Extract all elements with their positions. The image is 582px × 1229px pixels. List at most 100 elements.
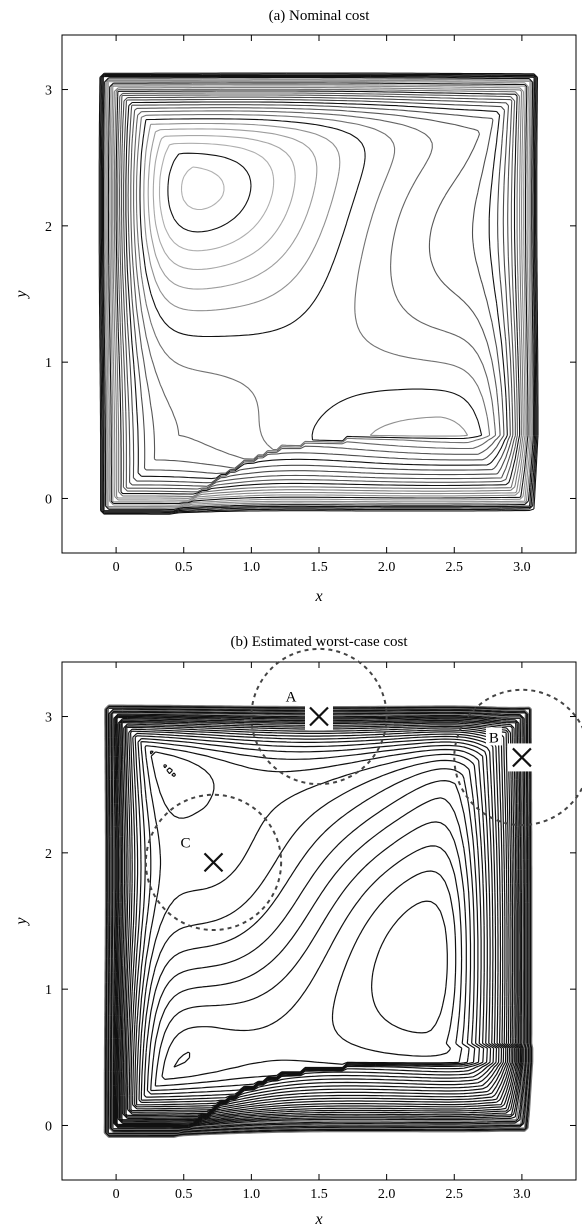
contour-line — [109, 83, 527, 503]
contour-line — [161, 845, 463, 1080]
contour-line — [167, 152, 252, 233]
contour-line — [111, 712, 526, 1131]
x-marker — [203, 852, 224, 873]
contour-line — [108, 709, 528, 1134]
contour-line — [104, 78, 533, 509]
contour-lines — [103, 704, 534, 1138]
y-tick-label: 1 — [45, 983, 52, 998]
contour-line — [123, 98, 511, 484]
radius-circle — [453, 688, 582, 827]
contour-line — [130, 107, 501, 469]
contour-line — [147, 128, 318, 290]
chart-title: (b) Estimated worst-case cost — [230, 634, 408, 650]
y-tick-label: 0 — [45, 492, 52, 507]
contour-lines — [98, 72, 539, 515]
y-tick-label: 3 — [45, 84, 52, 99]
contour-line — [121, 723, 514, 1121]
x-tick-label: 2.0 — [378, 1187, 396, 1202]
contour-line — [105, 79, 532, 508]
contour-line — [102, 76, 534, 510]
x-tick-label: 1.0 — [243, 1187, 261, 1202]
contour-line — [154, 821, 470, 1087]
x-tick-label: 0.5 — [175, 1187, 193, 1202]
radius-circle — [144, 793, 283, 932]
y-tick-label: 2 — [45, 220, 52, 235]
x-axis-label: x — [314, 588, 322, 605]
contour-line — [152, 135, 296, 271]
contour-line — [122, 725, 512, 1119]
contour-line — [125, 101, 508, 480]
contour-line — [104, 705, 533, 1138]
contour-line — [125, 728, 509, 1116]
contour-line — [119, 94, 516, 490]
contour-line — [136, 745, 495, 1106]
label-background — [485, 727, 502, 746]
axis-ticks: 0 0.5 1.0 1.5 2.0 2.5 3.0 0 1 2 3 — [45, 35, 576, 575]
x-tick-label: 1.5 — [310, 560, 328, 575]
contour-line — [120, 722, 515, 1122]
y-tick-label: 2 — [45, 847, 52, 862]
y-tick-label: 1 — [45, 356, 52, 371]
contour-line — [117, 719, 518, 1125]
contour-line — [100, 74, 537, 513]
contour-line — [180, 166, 225, 211]
contour-line — [126, 730, 507, 1115]
contour-line — [105, 706, 532, 1137]
y-axis-label: y — [13, 917, 30, 927]
x-tick-label: 3.0 — [513, 560, 531, 575]
y-tick-label: 3 — [45, 711, 52, 726]
y-tick-label: 0 — [45, 1119, 52, 1134]
contour-line — [138, 750, 492, 1103]
contour-line — [146, 780, 480, 1095]
y-axis-label: y — [13, 290, 30, 300]
x-tick-label: 2.0 — [378, 560, 396, 575]
x-tick-label: 0.5 — [175, 560, 193, 575]
contour-line — [115, 90, 521, 495]
contour-line — [112, 713, 524, 1130]
point-label: A — [286, 690, 297, 706]
axis-ticks: 0 0.5 1.0 1.5 2.0 2.5 3.0 0 1 2 3 — [45, 662, 576, 1202]
x-tick-label: 0 — [113, 1187, 120, 1202]
contour-line — [103, 704, 534, 1138]
contour-line — [106, 80, 531, 506]
contour-line — [99, 73, 538, 514]
x-tick-label: 2.5 — [446, 560, 464, 575]
contour-line — [127, 104, 505, 475]
panel-nominal-cost: (a) Nominal cost 0 0.5 1.0 1.5 2.0 2.5 3.0 0 1 2 3… — [13, 8, 577, 605]
contour-line — [118, 720, 517, 1123]
point-label: B — [489, 730, 499, 746]
x-tick-label: 1.5 — [310, 1187, 328, 1202]
contour-line — [130, 735, 502, 1112]
contour-line — [158, 142, 275, 252]
contour-line — [98, 72, 539, 515]
radius-circle — [250, 647, 388, 786]
contour-line — [110, 85, 526, 501]
contour-line — [132, 738, 500, 1110]
contour-line — [139, 118, 483, 442]
label-background — [177, 832, 194, 851]
contour-line — [128, 732, 505, 1113]
contour-line — [117, 92, 518, 493]
contour-line — [101, 75, 536, 512]
contour-line — [107, 82, 529, 505]
label-background — [283, 686, 299, 705]
contour-line — [150, 797, 476, 1092]
x-marker — [512, 747, 532, 768]
contour-line — [124, 726, 511, 1118]
contour-line — [133, 110, 497, 460]
contour-line — [134, 741, 498, 1108]
contour-line — [115, 716, 521, 1127]
candidate-points: A B C — [144, 647, 582, 932]
contour-line — [113, 88, 522, 498]
contour-line — [173, 870, 457, 1068]
x-marker — [309, 706, 329, 727]
contour-line — [143, 768, 485, 1098]
contour-line — [371, 900, 448, 1034]
point-label: C — [180, 835, 190, 851]
x-tick-label: 2.5 — [446, 1187, 464, 1202]
panel-worst-case-cost: (b) Estimated worst-case cost 0 0.5 1.0 1.5… — [13, 634, 582, 1228]
x-tick-label: 1.0 — [243, 560, 261, 575]
contour-line — [140, 759, 488, 1101]
contour-line — [135, 114, 491, 451]
